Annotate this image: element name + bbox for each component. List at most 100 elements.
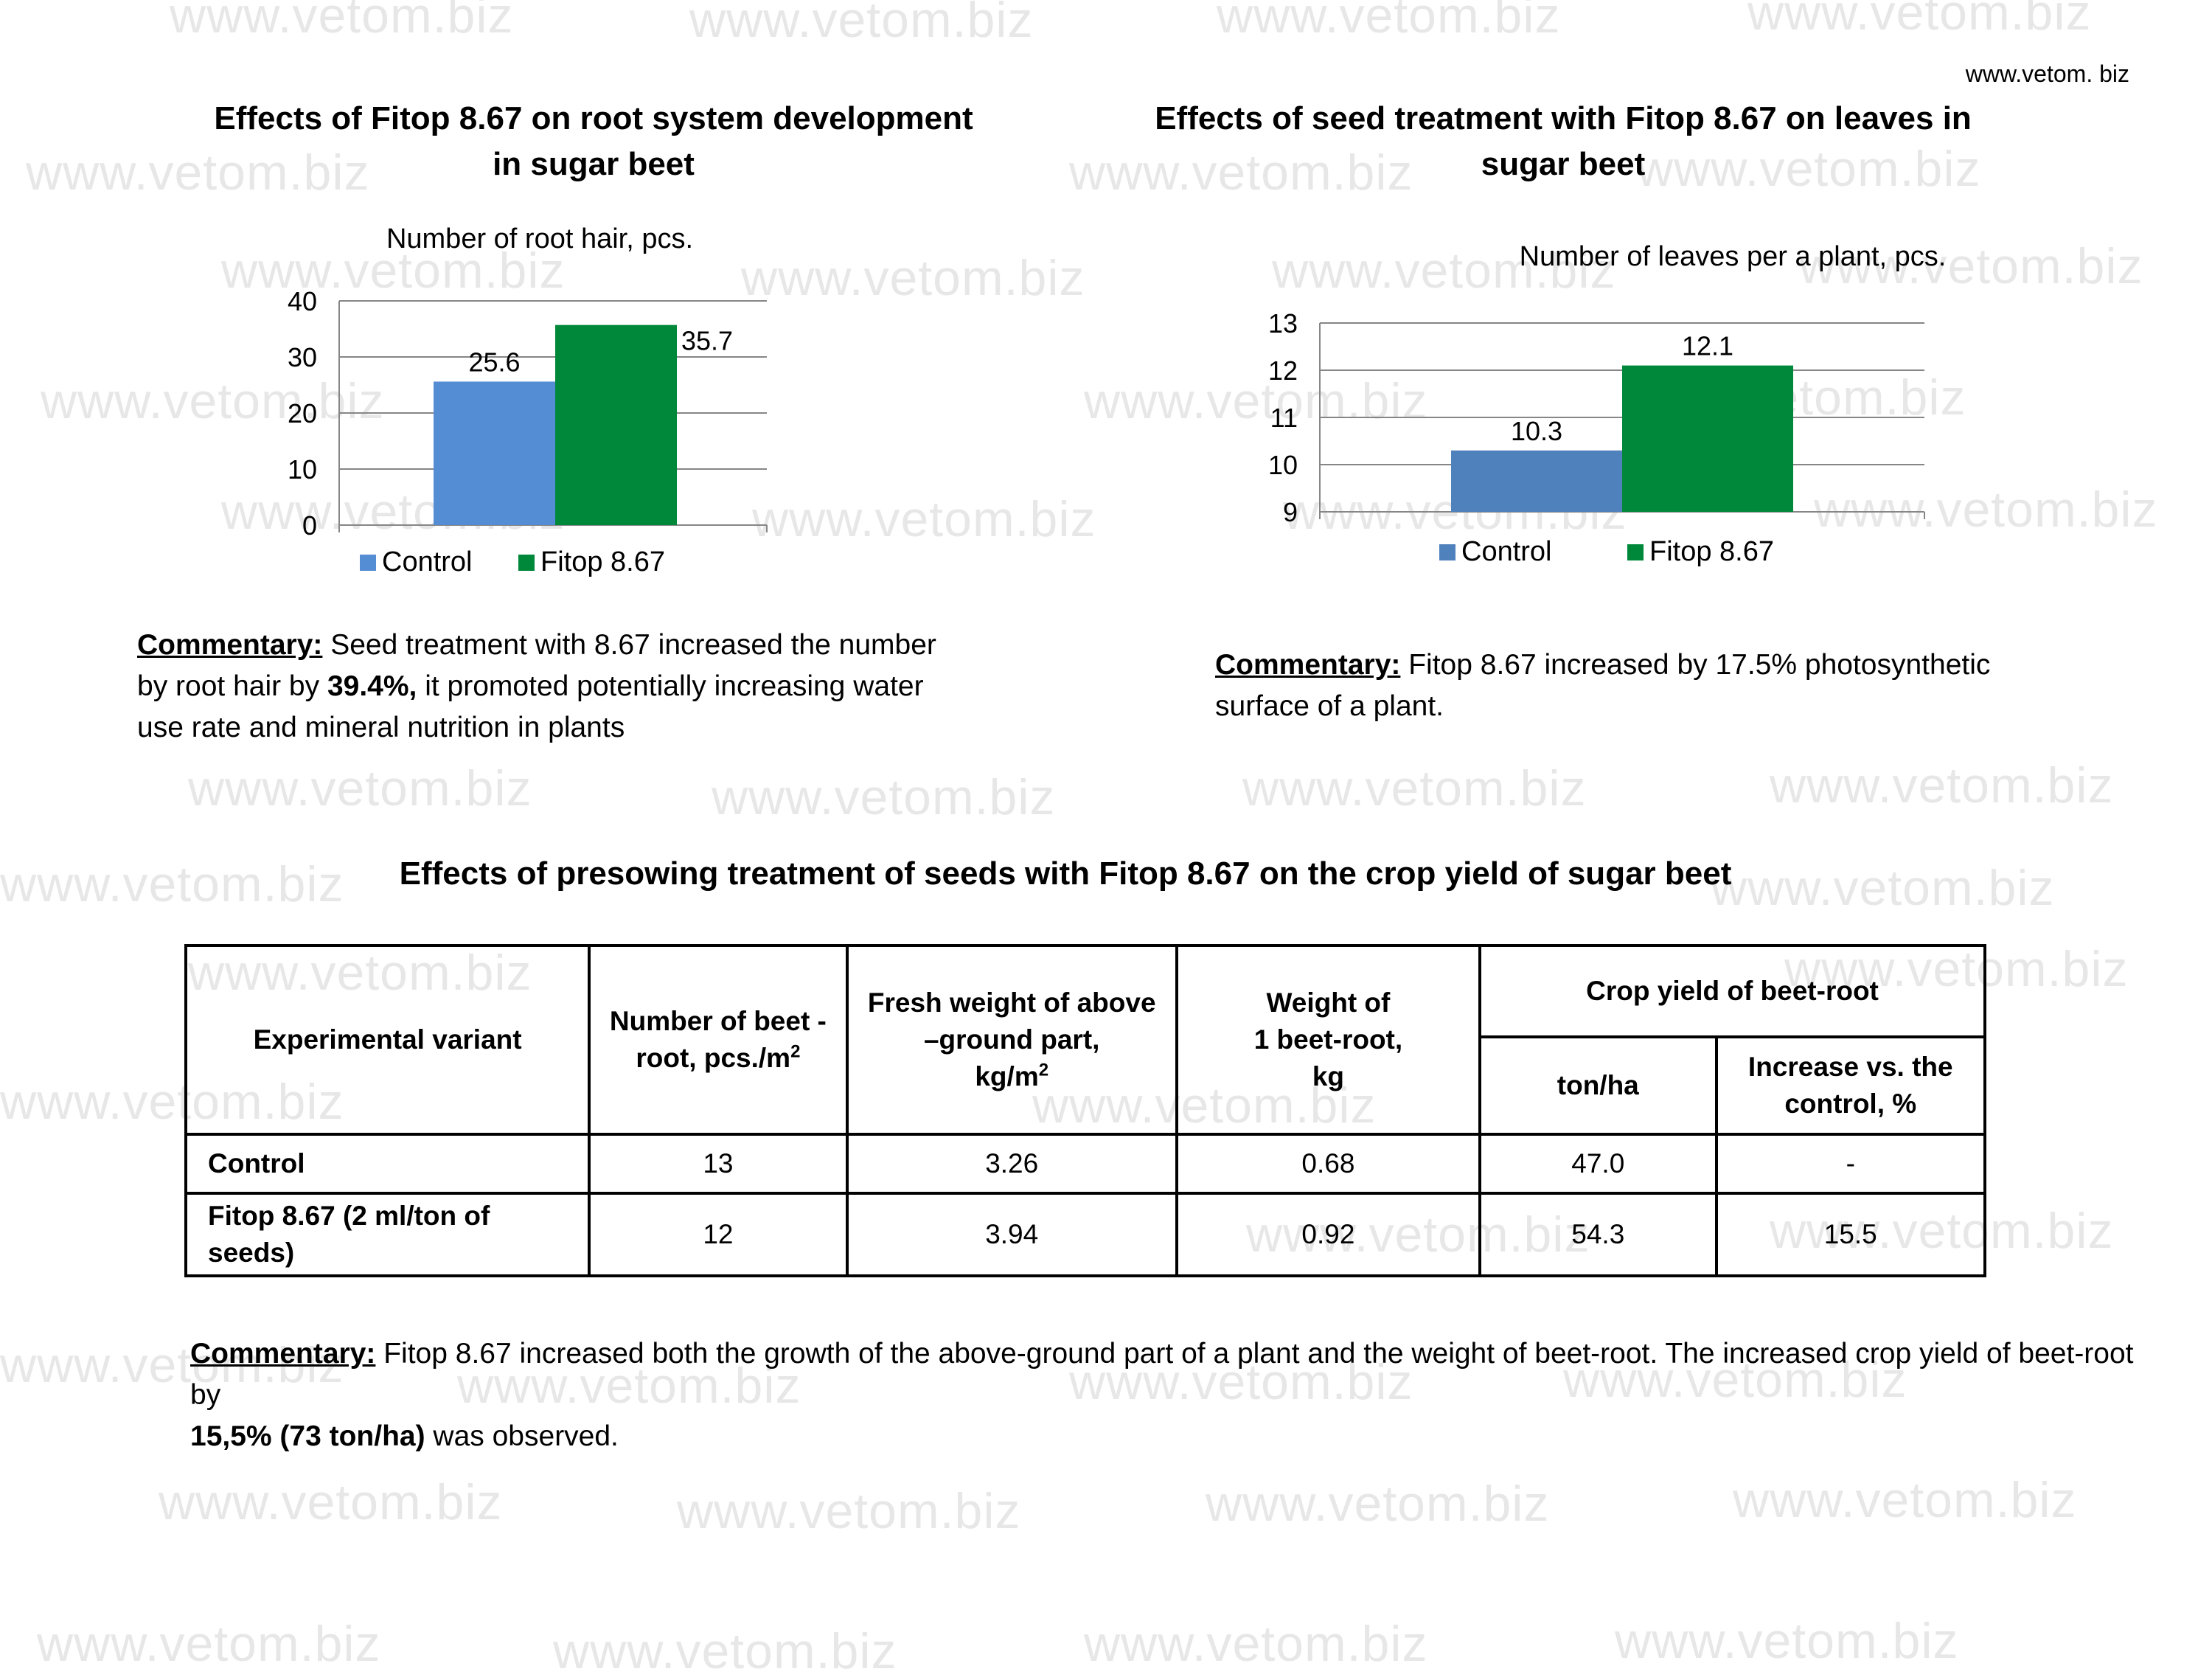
watermark-text: www.vetom.biz — [1770, 757, 2114, 813]
table-header-row: Experimental variant Number of beet - roo… — [184, 944, 1986, 1136]
header-fresh-weight: Fresh weight of above –ground part, kg/m2 — [845, 944, 1178, 1136]
right-commentary-text1: Fitop 8.67 increased by 17.5% photosynth… — [1400, 649, 1991, 681]
left-commentary-text2: by root hair by — [137, 670, 327, 702]
header-root-weight: Weight of 1 beet-root, kg — [1175, 944, 1482, 1136]
cell-variant: Control — [184, 1133, 591, 1195]
watermark-text: www.vetom.biz — [553, 1623, 897, 1679]
header-variant: Experimental variant — [184, 944, 591, 1136]
bar-control — [434, 381, 555, 525]
table-title: Effects of presowing treatment of seeds … — [399, 855, 1732, 892]
bottom-commentary-label: Commentary: — [190, 1338, 376, 1370]
legend-swatch — [1627, 544, 1644, 560]
bar-fitop — [1622, 365, 1793, 512]
legend-label: Fitop 8.67 — [1649, 536, 1774, 567]
header-count: Number of beet - root, pcs./m2 — [588, 944, 849, 1136]
right-commentary: Commentary: Fitop 8.67 increased by 17.5… — [1215, 645, 2063, 727]
chart-title: Number of leaves per a plant, pcs. — [1520, 241, 1947, 272]
watermark-text: www.vetom.biz — [159, 1474, 503, 1530]
header-increase-line1: Increase vs. the — [1747, 1052, 1953, 1082]
legend-label: Fitop 8.67 — [540, 546, 665, 577]
cell-increase: - — [1714, 1133, 1987, 1195]
header-count-line1: Number of beet - — [609, 1006, 827, 1036]
bottom-commentary-bold: 15,5% (73 ton/ha) — [190, 1420, 425, 1452]
header-fresh-line3: kg/m — [975, 1061, 1039, 1091]
y-tick-label: 0 — [302, 510, 317, 541]
legend-label: Control — [1461, 536, 1552, 567]
data-label: 25.6 — [468, 347, 520, 377]
y-tick-label: 12 — [1268, 355, 1298, 386]
y-tick-label: 20 — [288, 398, 317, 428]
watermark-text: www.vetom.biz — [1217, 0, 1561, 44]
left-commentary: Commentary: Seed treatment with 8.67 inc… — [137, 625, 992, 749]
data-label: 35.7 — [681, 326, 733, 356]
watermark-text: www.vetom.biz — [1733, 1472, 2077, 1528]
y-tick-label: 13 — [1268, 308, 1298, 339]
left-chart-title-line2: in sugar beet — [493, 146, 695, 182]
watermark-text: www.vetom.biz — [1242, 760, 1587, 816]
right-chart-title-line2: sugar beet — [1481, 146, 1646, 182]
header-count-sup: 2 — [790, 1041, 801, 1062]
table-subheader-row: ton/ha Increase vs. the control, % — [186, 1035, 1987, 1136]
header-fresh-line2: –ground part, — [923, 1024, 1100, 1055]
cell-weight: 0.92 — [1175, 1192, 1482, 1277]
left-commentary-text4: use rate and mineral nutrition in plants — [137, 712, 625, 743]
left-chart-title-line1: Effects of Fitop 8.67 on root system dev… — [214, 100, 973, 136]
y-tick-label: 40 — [288, 286, 317, 316]
watermark-text: www.vetom.biz — [1615, 1613, 1959, 1669]
site-label: www.vetom. biz — [1965, 60, 2129, 87]
legend-swatch — [360, 555, 376, 571]
left-commentary-bold: 39.4%, — [327, 670, 417, 702]
y-tick-label: 9 — [1283, 497, 1298, 527]
bar-control — [1451, 450, 1622, 512]
right-chart-title: Effects of seed treatment with Fitop 8.6… — [1121, 96, 2006, 187]
header-fresh-sup: 2 — [1038, 1060, 1049, 1080]
header-weight-line1: Weight of — [1266, 987, 1391, 1018]
watermark-text: www.vetom.biz — [1084, 1616, 1428, 1672]
crop-yield-table: Experimental variant Number of beet - roo… — [184, 944, 1987, 1277]
header-increase-line2: control, % — [1784, 1089, 1917, 1119]
cell-ton-ha: 54.3 — [1478, 1192, 1718, 1277]
watermark-text: www.vetom.biz — [188, 760, 532, 816]
header-increase: Increase vs. the control, % — [1714, 1035, 1987, 1136]
cell-weight: 0.68 — [1175, 1133, 1482, 1195]
y-tick-label: 30 — [288, 342, 317, 372]
watermark-text: www.vetom.biz — [1747, 0, 2092, 41]
bottom-commentary: Commentary: Fitop 8.67 increased both th… — [190, 1333, 2152, 1457]
legend-label: Control — [382, 546, 473, 577]
cell-fresh: 3.94 — [845, 1192, 1178, 1277]
watermark-text: www.vetom.biz — [689, 0, 1034, 48]
y-tick-label: 11 — [1270, 403, 1298, 433]
table-row-control: Control 13 3.26 0.68 47.0 - — [184, 1133, 1987, 1195]
chart-title: Number of root hair, pcs. — [386, 223, 693, 254]
header-ton-ha: ton/ha — [1478, 1035, 1718, 1136]
legend-swatch — [518, 555, 535, 571]
data-label: 10.3 — [1511, 416, 1562, 446]
cell-variant: Fitop 8.67 (2 ml/ton of seeds) — [184, 1192, 591, 1277]
y-tick-label: 10 — [1268, 450, 1298, 480]
header-count-line2: root, pcs./m — [636, 1043, 791, 1073]
left-commentary-text3: it promoted potentially increasing water — [417, 670, 924, 702]
root-hair-bar-chart: Number of root hair, pcs. 0 10 20 30 40 25.6 35… — [288, 223, 768, 577]
leaves-bar-chart: Number of leaves per a plant, pcs. 9 10 11 1… — [1268, 241, 1947, 567]
right-commentary-text2: surface of a plant. — [1215, 690, 1444, 722]
watermark-text: www.vetom.biz — [170, 0, 514, 44]
watermark-text: www.vetom.biz — [712, 769, 1056, 825]
legend-swatch — [1439, 544, 1455, 560]
bar-fitop — [555, 324, 677, 525]
right-chart-title-line1: Effects of seed treatment with Fitop 8.6… — [1155, 100, 1972, 136]
header-weight-line3: kg — [1312, 1061, 1345, 1091]
watermark-text: www.vetom.biz — [1206, 1476, 1550, 1532]
header-fresh-line1: Fresh weight of above — [867, 987, 1156, 1018]
watermark-text: www.vetom.biz — [677, 1483, 1021, 1539]
header-weight-line2: 1 beet-root, — [1253, 1024, 1403, 1055]
data-label: 12.1 — [1682, 331, 1733, 361]
table-row-fitop: Fitop 8.67 (2 ml/ton of seeds) 12 3.94 0… — [184, 1192, 1987, 1277]
header-crop-yield: Crop yield of beet-root — [1478, 944, 1986, 1038]
right-commentary-label: Commentary: — [1215, 649, 1401, 681]
bottom-commentary-text1: Fitop 8.67 increased both the growth of … — [190, 1338, 2134, 1411]
cell-count: 12 — [588, 1192, 849, 1277]
cell-ton-ha: 47.0 — [1478, 1133, 1718, 1195]
cell-increase: 15.5 — [1714, 1192, 1987, 1277]
left-chart-title: Effects of Fitop 8.67 on root system dev… — [170, 96, 1018, 187]
bottom-commentary-text2: was observed. — [425, 1420, 619, 1452]
